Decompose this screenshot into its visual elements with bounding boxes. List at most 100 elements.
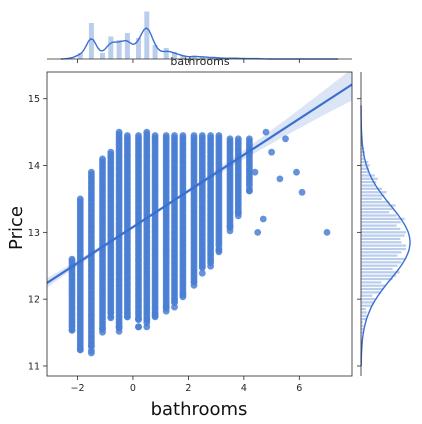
- data-point: [151, 132, 159, 139]
- y-tick-label: 11: [28, 361, 40, 372]
- right-histogram-bar: [361, 194, 385, 197]
- data-point: [298, 188, 306, 196]
- right-histogram-bar: [361, 284, 386, 287]
- y-tick-label: 15: [28, 94, 40, 105]
- right-histogram-bar: [361, 308, 366, 311]
- data-point: [135, 132, 142, 139]
- x-axis-ticks: −2 0 2 4 6: [70, 376, 302, 394]
- right-histogram-bar: [361, 197, 383, 200]
- right-histogram-bar: [361, 157, 365, 160]
- data-point: [226, 224, 234, 231]
- data-point: [99, 328, 106, 336]
- right-histogram-bar: [361, 161, 369, 164]
- data-point: [207, 257, 215, 265]
- data-point: [107, 313, 115, 320]
- x-tick-label: 6: [296, 383, 302, 394]
- y-tick-label: 14: [28, 161, 40, 172]
- right-histogram-bar: [361, 264, 398, 267]
- x-tick-label: 0: [130, 383, 136, 394]
- right-histogram-bar: [361, 298, 375, 301]
- data-point: [68, 255, 76, 263]
- top-histogram-bar: [108, 36, 114, 59]
- right-marginal-histogram: [357, 72, 411, 376]
- data-point: [88, 168, 95, 176]
- right-histogram-bar: [361, 281, 382, 284]
- data-point: [198, 269, 206, 277]
- right-histogram-bar: [361, 201, 390, 204]
- data-point: [151, 313, 159, 321]
- top-marginal-histogram: bathrooms: [47, 11, 352, 68]
- right-histogram-bar: [361, 338, 362, 341]
- right-histogram-bar: [361, 237, 401, 240]
- top-histogram-bar: [144, 11, 150, 59]
- data-point: [234, 135, 242, 143]
- plot-frame: [46, 71, 353, 377]
- right-histogram-bar: [361, 214, 397, 217]
- data-point: [262, 128, 270, 136]
- right-histogram-bar: [361, 267, 393, 271]
- right-histogram-bar: [361, 324, 364, 327]
- top-histogram-bar: [163, 48, 169, 59]
- top-histogram-bar: [77, 53, 83, 59]
- top-histogram-bar: [88, 23, 94, 59]
- right-histogram-bar: [361, 328, 364, 331]
- right-histogram-bar: [361, 234, 405, 237]
- right-histogram-bar: [361, 224, 397, 227]
- right-histogram-bar: [361, 217, 405, 220]
- data-point: [179, 132, 187, 139]
- regression-line: [47, 83, 352, 284]
- top-histogram-bar: [191, 55, 197, 59]
- right-histogram-bar: [361, 244, 406, 247]
- data-point: [215, 132, 223, 139]
- data-point: [68, 323, 76, 331]
- right-histogram-bar: [361, 287, 384, 291]
- right-histogram-bar: [361, 164, 370, 167]
- data-point: [88, 347, 95, 355]
- data-point: [251, 168, 259, 176]
- data-point: [293, 168, 300, 176]
- data-point: [76, 195, 84, 203]
- top-histogram-bar: [124, 33, 130, 59]
- data-point: [198, 264, 206, 272]
- top-histogram-bar: [152, 45, 158, 59]
- right-histogram-bar: [361, 177, 378, 180]
- right-histogram-bar: [361, 184, 375, 187]
- right-histogram-bar: [361, 221, 401, 224]
- data-point: [171, 297, 178, 305]
- right-histogram-bar: [361, 207, 393, 210]
- right-histogram-bar: [361, 171, 369, 174]
- right-histogram-bar: [361, 187, 383, 190]
- data-point: [107, 148, 115, 156]
- y-tick-label: 13: [28, 228, 40, 239]
- data-point: [215, 248, 223, 256]
- data-point: [190, 278, 198, 286]
- x-tick-label: 4: [241, 383, 247, 394]
- right-histogram-bar: [361, 294, 373, 297]
- data-point: [198, 132, 206, 139]
- right-kde-curve: [360, 105, 411, 366]
- main-scatter-plot: −2 0 2 4 6 11 12 13 14 15 bathrooms Price: [6, 71, 353, 420]
- top-marginal-ticks: [77, 59, 300, 63]
- right-histogram-bar: [361, 314, 367, 317]
- data-point: [162, 303, 170, 311]
- data-point: [226, 135, 234, 143]
- data-point: [124, 132, 131, 139]
- data-point: [143, 323, 151, 331]
- data-point: [171, 132, 178, 139]
- top-histogram-bar: [199, 56, 205, 59]
- right-histogram-bar: [361, 251, 402, 254]
- right-histogram-bar: [361, 167, 370, 170]
- top-histogram-bar: [136, 38, 141, 59]
- right-histogram-bar: [361, 144, 363, 147]
- data-point: [246, 135, 253, 143]
- x-tick-label: −2: [70, 383, 84, 394]
- right-histogram-bar: [361, 181, 377, 184]
- data-point: [234, 209, 242, 217]
- data-point: [190, 132, 198, 139]
- data-point: [282, 135, 289, 143]
- x-tick-label: 2: [185, 383, 191, 394]
- y-tick-label: 12: [28, 295, 40, 306]
- data-point: [254, 229, 262, 236]
- right-marginal-ticks: [357, 98, 361, 367]
- right-histogram-bar: [361, 271, 400, 274]
